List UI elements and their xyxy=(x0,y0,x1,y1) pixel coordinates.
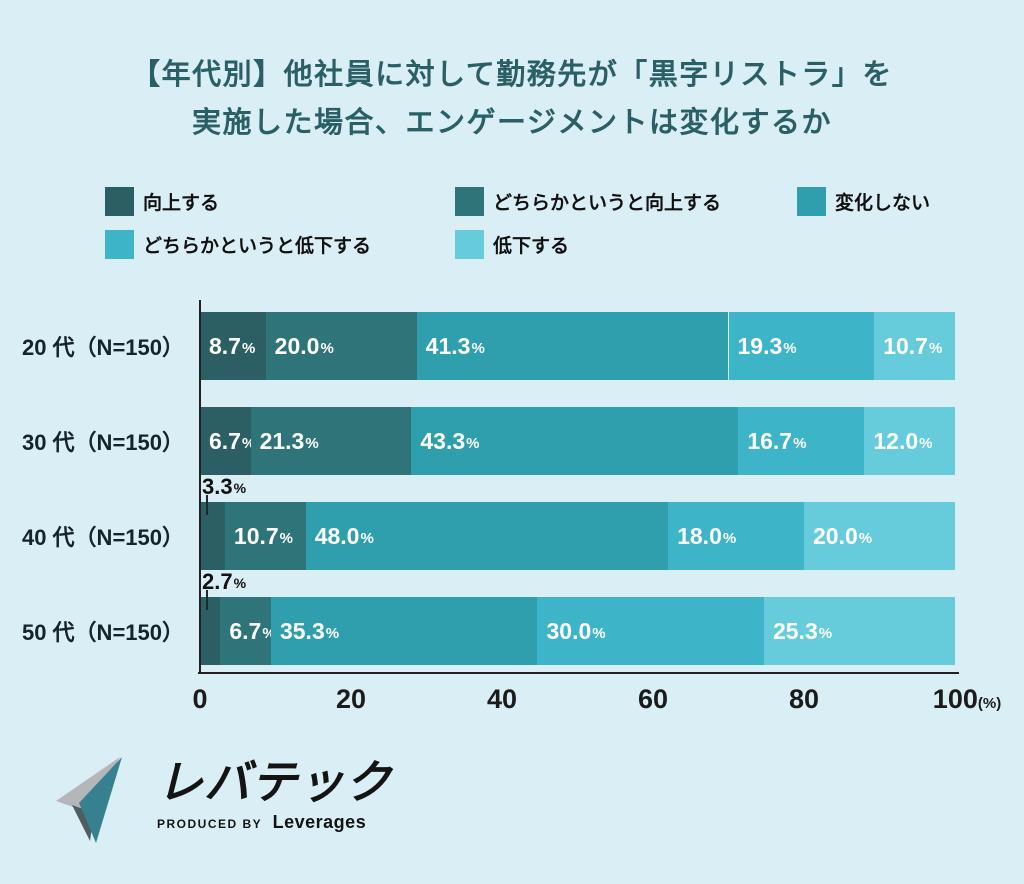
x-axis-tick-label: 100(%) xyxy=(932,684,1002,714)
segment-value-label: 10.7% xyxy=(883,332,943,359)
chart-title-line1: 【年代別】他社員に対して勤務先が「黒字リストラ」を xyxy=(131,59,893,91)
bar-segment xyxy=(265,312,417,380)
legend-item: 向上する xyxy=(105,186,219,216)
segment-value-label: 8.7% xyxy=(209,332,256,359)
segment-value-label: 30.0% xyxy=(546,617,606,644)
bar-segment xyxy=(200,312,266,380)
legend-label: どちらかというと低下する xyxy=(143,235,372,257)
x-axis-tick-label: 60 xyxy=(637,684,669,714)
logo-brand-name: レバテック xyxy=(157,756,392,808)
segment-value-label: 41.3% xyxy=(425,332,485,359)
x-axis-line xyxy=(198,672,959,674)
x-axis-unit-label: (%) xyxy=(977,695,1002,712)
segment-value-label-outside: 2.7% xyxy=(202,569,247,594)
segment-value-label: 16.7% xyxy=(747,427,807,454)
bar-segment xyxy=(200,407,251,475)
x-axis-tick-label: 40 xyxy=(486,684,518,714)
levtech-logo-mark xyxy=(52,753,156,850)
segment-value-label: 43.3% xyxy=(420,427,480,454)
checkmark-logo-icon xyxy=(56,757,122,843)
segment-value-label: 18.0% xyxy=(677,522,737,549)
bar-segment xyxy=(200,502,225,570)
segment-value-label: 12.0% xyxy=(873,427,933,454)
bar-segment xyxy=(416,312,729,380)
legend-swatch xyxy=(105,186,134,216)
legend-swatch xyxy=(455,186,484,216)
category-label: 40 代（N=150） xyxy=(21,525,184,550)
category-label: 20 代（N=150） xyxy=(21,335,184,360)
legend-item: 低下する xyxy=(455,229,569,259)
bar-segment xyxy=(224,502,306,570)
bar-segment xyxy=(804,502,955,570)
bar-segment xyxy=(270,597,538,665)
bar-segment xyxy=(305,502,669,570)
bar-segment xyxy=(200,597,221,665)
segment-value-label: 10.7% xyxy=(233,522,294,549)
segment-value-label: 21.3% xyxy=(259,427,319,454)
bar-segment xyxy=(411,407,739,475)
legend-item: どちらかというと低下する xyxy=(105,229,371,259)
label-leader-line xyxy=(206,590,208,610)
legend-swatch xyxy=(105,229,134,259)
category-label: 30 代（N=150） xyxy=(21,430,184,455)
bar-segment xyxy=(537,597,764,665)
bar-segment xyxy=(668,502,804,570)
logo-company-name: Leverages xyxy=(272,811,367,832)
bar-segment xyxy=(250,407,412,475)
bar-segment xyxy=(874,312,955,380)
legend-label: 変化しない xyxy=(835,192,931,214)
logo-subtitle: PRODUCED BY Leverages xyxy=(157,812,392,833)
logo-produced-by: PRODUCED BY xyxy=(157,816,263,831)
legend-label: 低下する xyxy=(493,235,570,257)
label-leader-line xyxy=(206,495,208,515)
segment-value-label: 20.0% xyxy=(813,522,873,549)
bar-segment xyxy=(220,597,271,665)
levtech-logo-text: レバテック PRODUCED BY Leverages xyxy=(157,757,392,833)
legend-item: 変化しない xyxy=(797,186,930,216)
bar-segment xyxy=(738,407,865,475)
chart-title-line2: 実施した場合、エンゲージメントは変化するか xyxy=(192,106,832,139)
chart-title: 【年代別】他社員に対して勤務先が「黒字リストラ」を 実施した場合、エンゲージメン… xyxy=(0,52,1024,148)
category-label: 50 代（N=150） xyxy=(21,620,184,645)
x-axis-tick-label: 20 xyxy=(335,684,367,714)
segment-value-label: 6.7% xyxy=(209,427,256,454)
legend-swatch xyxy=(797,186,826,216)
segment-value-label: 48.0% xyxy=(314,522,374,549)
segment-value-label: 20.0% xyxy=(274,332,334,359)
x-axis-tick-label: 0 xyxy=(192,684,208,714)
bar-segment xyxy=(864,407,955,475)
segment-value-label: 19.3% xyxy=(737,332,797,359)
x-axis-tick-label: 80 xyxy=(788,684,820,714)
legend-label: どちらかというと向上する xyxy=(493,192,722,214)
legend-label: 向上する xyxy=(143,192,220,214)
legend-item: どちらかというと向上する xyxy=(455,186,721,216)
segment-value-label: 25.3% xyxy=(772,617,833,644)
segment-value-label: 6.7% xyxy=(229,617,276,644)
legend-swatch xyxy=(455,229,484,259)
segment-value-label-outside: 3.3% xyxy=(202,474,247,499)
y-axis-line xyxy=(199,300,201,674)
bar-segment xyxy=(763,597,955,665)
segment-value-label: 35.3% xyxy=(279,617,340,644)
bar-segment xyxy=(728,312,875,380)
